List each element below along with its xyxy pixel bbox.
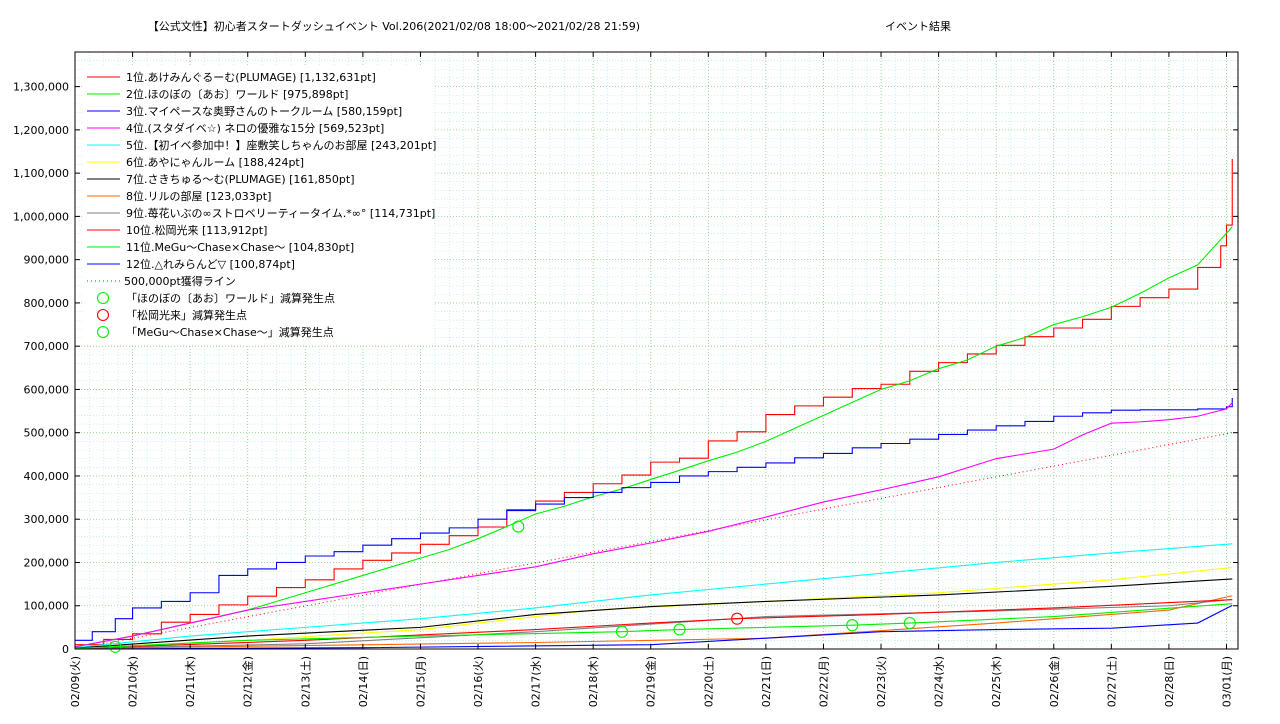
- y-tick-label: 500,000: [24, 427, 70, 440]
- series-line-9: [74, 598, 1233, 650]
- series-line-10: [74, 599, 1233, 650]
- legend-marker-label-1: 「ほのぼの〔あお〕ワールド」減算発生点: [126, 291, 335, 305]
- x-tick-label: 02/28(日): [1163, 656, 1176, 707]
- series-line-2: [74, 226, 1233, 648]
- y-tick-label: 200,000: [24, 556, 70, 569]
- x-tick-label: 02/19(金): [644, 656, 658, 707]
- y-tick-label: 900,000: [24, 254, 70, 267]
- x-tick-label: 02/24(水): [933, 656, 946, 707]
- x-tick-label: 03/01(月): [1220, 656, 1233, 707]
- x-tick-label: 02/22(月): [817, 656, 830, 707]
- decrement-marker-1: [512, 520, 525, 533]
- x-tick-label: 02/11(木): [184, 656, 197, 707]
- decrement-marker-1: [109, 640, 122, 653]
- legend-label-8: 8位.リルの部屋 [123,033pt]: [126, 189, 271, 203]
- legend-marker-1: [96, 291, 110, 305]
- x-tick-label: 02/13(土): [299, 656, 312, 707]
- series-line-4: [74, 402, 1233, 648]
- y-tick-label: 0: [62, 643, 69, 656]
- decrement-marker-1: [615, 625, 629, 638]
- series-line-5: [74, 543, 1233, 649]
- reference-line-500000: [74, 432, 1233, 650]
- y-tick-label: 400,000: [24, 470, 70, 483]
- x-tick-label: 02/17(水): [530, 656, 543, 707]
- legend-label-1: 1位.あけみんぐるーむ(PLUMAGE) [1,132,631pt]: [126, 70, 376, 84]
- legend-marker-3: [96, 325, 110, 339]
- x-tick-label: 02/20(土): [702, 656, 715, 707]
- x-tick-label: 02/09(火): [69, 656, 82, 707]
- legend: 1位.あけみんぐるーむ(PLUMAGE) [1,132,631pt] 2位.ほのぼ…: [82, 67, 436, 345]
- legend-label-7: 7位.さきちゅる〜む(PLUMAGE) [161,850pt]: [126, 172, 355, 186]
- x-tick-label: 02/26(金): [1047, 656, 1061, 707]
- series-line-3: [75, 398, 1233, 641]
- x-tick-label: 02/25(木): [990, 656, 1003, 707]
- chart-title: 【公式文性】初心者スタートダッシュイベント Vol.206(2021/02/08…: [148, 19, 640, 33]
- x-tick-label: 02/12(金): [241, 656, 255, 707]
- x-tick-label: 02/15(月): [414, 656, 427, 707]
- series-line-12: [74, 604, 1233, 650]
- series-line-7: [74, 578, 1233, 649]
- y-tick-label: 1,000,000: [13, 210, 69, 223]
- legend-marker-label-3: 「MeGu〜Chase×Chase〜」減算発生点: [126, 325, 334, 339]
- plot-frame: [74, 51, 1239, 650]
- legend-label-12: 12位.△れみらんど▽ [100,874pt]: [126, 257, 295, 271]
- x-tick-label: 02/27(土): [1105, 656, 1118, 707]
- y-tick-label: 800,000: [24, 297, 70, 310]
- legend-label-reference: 500,000pt獲得ライン: [124, 275, 236, 288]
- y-tick-label: 100,000: [24, 600, 70, 613]
- marker-layer: [109, 520, 916, 653]
- legend-label-6: 6位.あやにゃんルーム [188,424pt]: [126, 155, 304, 169]
- legend-label-3: 3位.マイペースな奥野さんのトークルーム [580,159pt]: [126, 104, 402, 118]
- chart-title-suffix: イベント結果: [885, 19, 951, 33]
- legend-background: [82, 67, 434, 345]
- decrement-marker-2: [731, 612, 744, 625]
- x-tick-label: 02/10(水): [127, 656, 140, 707]
- y-tick-label: 700,000: [24, 340, 70, 353]
- legend-label-5: 5位.【初イベ参加中！】座敷笑しちゃんのお部屋 [243,201pt]: [126, 138, 436, 152]
- x-tick-label: 02/14(日): [357, 656, 370, 707]
- decrement-marker-1: [903, 616, 916, 630]
- x-axis: 02/09(火) 02/10(水) 02/11(木) 02/12(金) 02/13(土)…: [69, 52, 1233, 707]
- y-axis: 0 100,000 200,000 300,000 400,000 500,000 600,…: [13, 81, 1238, 656]
- legend-label-4: 4位.(スタダイベ☆) ネロの優雅な15分 [569,523pt]: [126, 121, 384, 135]
- y-tick-label: 1,200,000: [13, 124, 69, 137]
- series-line-1: [75, 159, 1233, 646]
- reference-line-layer: [74, 432, 1233, 650]
- legend-label-11: 11位.MeGu〜Chase×Chase〜 [104,830pt]: [126, 240, 354, 254]
- legend-label-2: 2位.ほのぼの〔あお〕ワールド [975,898pt]: [126, 87, 348, 101]
- series-line-11: [74, 603, 1233, 650]
- series-layer: [74, 159, 1233, 650]
- x-tick-label: 02/21(日): [760, 656, 773, 707]
- decrement-marker-1: [673, 623, 686, 636]
- legend-label-10: 10位.松岡光来 [113,912pt]: [126, 223, 267, 237]
- decrement-marker-1: [846, 619, 859, 632]
- y-tick-label: 600,000: [24, 383, 70, 396]
- x-tick-label: 02/16(火): [472, 656, 485, 707]
- y-tick-label: 1,100,000: [13, 167, 69, 180]
- y-tick-label: 1,300,000: [13, 81, 69, 94]
- x-tick-label: 02/18(木): [587, 656, 600, 707]
- legend-marker-2: [96, 308, 110, 322]
- y-tick-label: 300,000: [24, 513, 70, 526]
- legend-marker-label-2: 「松岡光来」減算発生点: [126, 308, 247, 322]
- x-tick-label: 02/23(火): [875, 656, 888, 707]
- legend-label-9: 9位.苺花いぶの∞ストロベリーティータイム.*∞° [114,731pt]: [126, 206, 435, 220]
